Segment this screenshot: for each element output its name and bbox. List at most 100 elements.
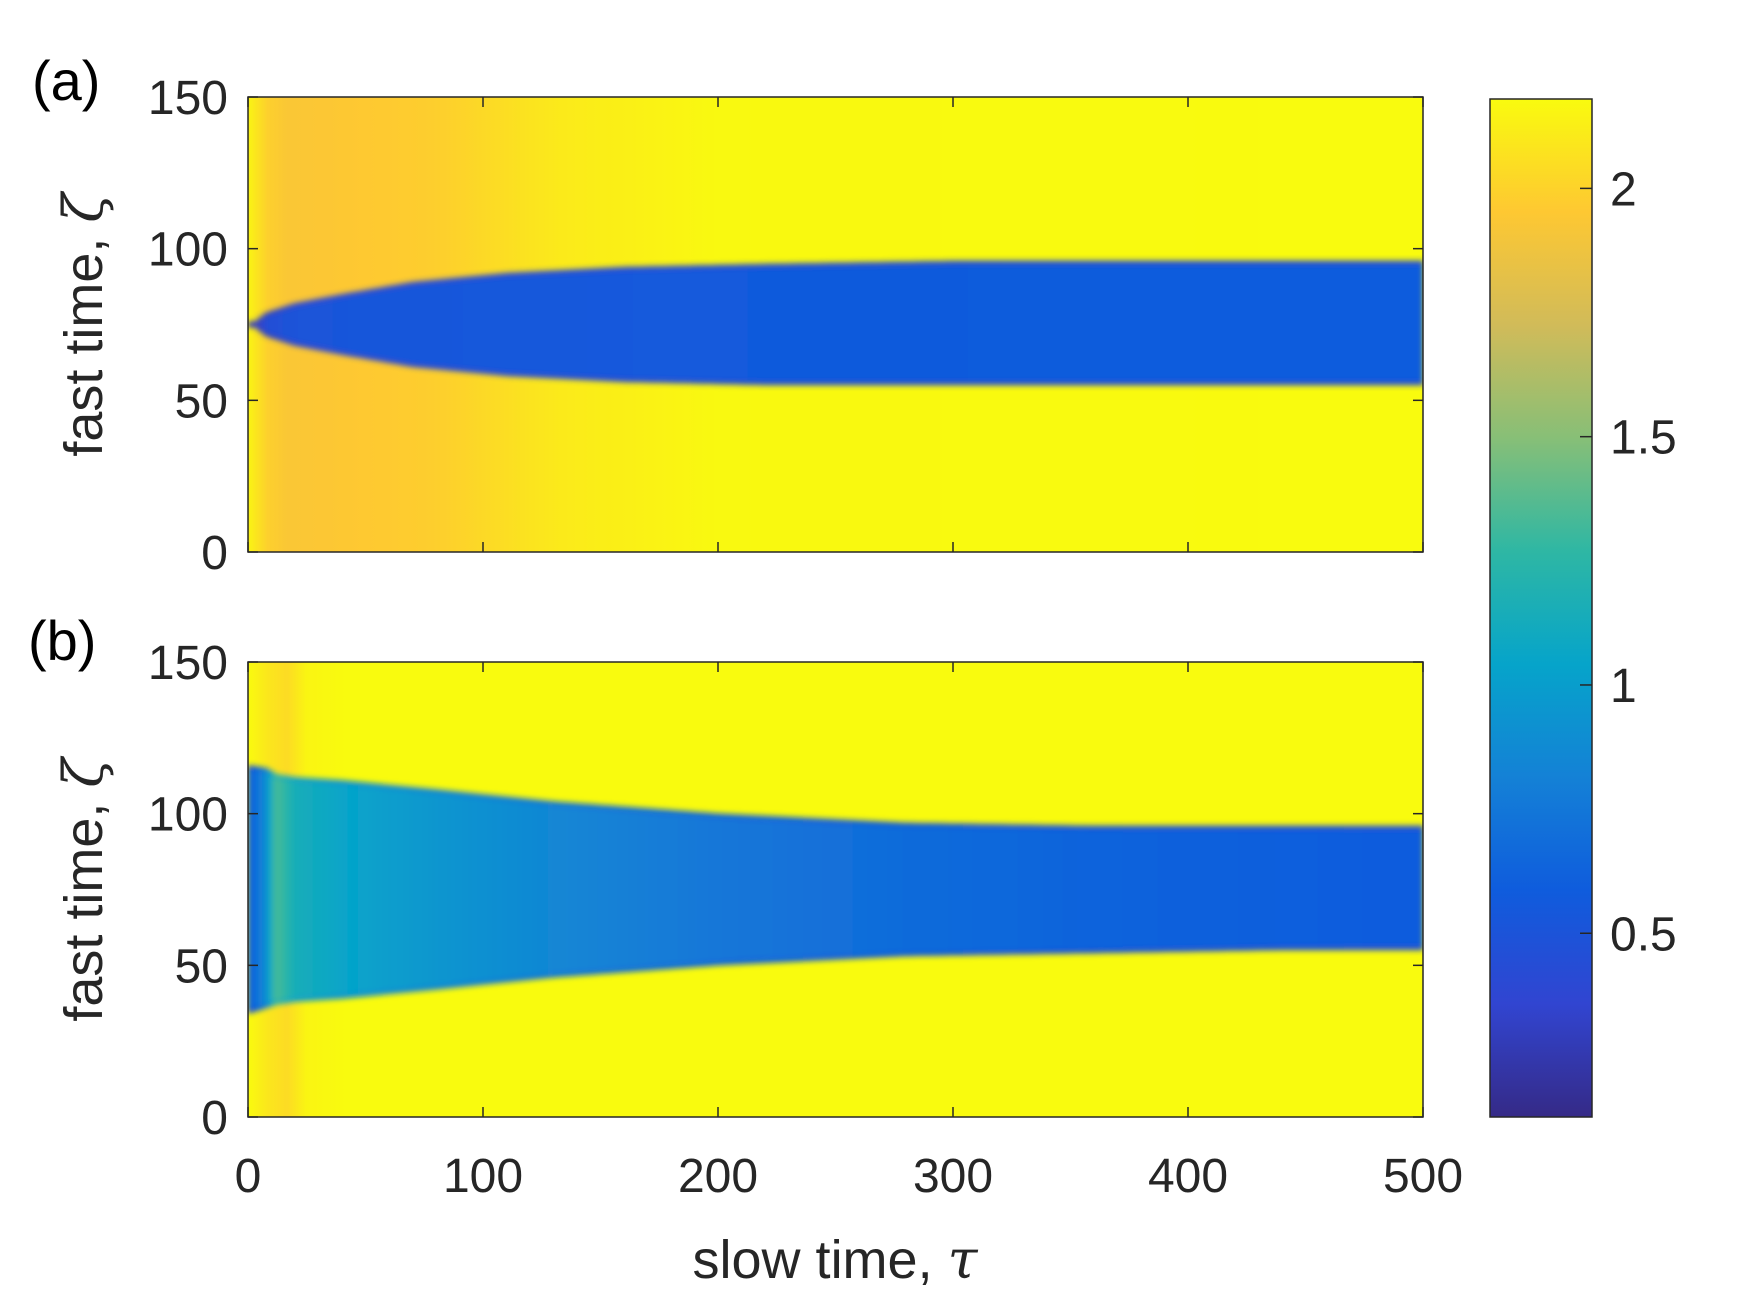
boundary-lower xyxy=(642,378,649,383)
boundary-lower xyxy=(402,988,409,993)
low-region-strip xyxy=(437,789,444,990)
boundary-lower xyxy=(1332,381,1339,386)
low-region-strip xyxy=(1002,260,1009,386)
boundary-lower xyxy=(957,381,964,386)
boundary-lower xyxy=(967,381,974,386)
low-region-strip xyxy=(597,268,604,381)
boundary-lower xyxy=(1267,946,1274,951)
boundary-upper xyxy=(562,802,569,807)
low-region-strip xyxy=(1287,825,1294,951)
boundary-upper xyxy=(817,262,824,267)
x-ticks-b: 0 100 200 300 400 500 xyxy=(235,1150,1463,1203)
boundary-lower xyxy=(692,962,699,967)
low-region-strip xyxy=(1052,825,1059,954)
boundary-lower xyxy=(627,967,634,972)
boundary-upper xyxy=(1287,825,1294,830)
low-region-strip xyxy=(1072,825,1079,954)
boundary-upper xyxy=(937,823,944,828)
boundary-upper xyxy=(1162,260,1169,265)
boundary-upper xyxy=(1407,260,1414,265)
low-region-strip xyxy=(877,821,884,958)
boundary-lower xyxy=(1407,381,1414,386)
boundary-lower xyxy=(612,968,619,973)
boundary-lower xyxy=(802,381,809,386)
boundary-upper xyxy=(657,266,664,271)
boundary-lower xyxy=(887,952,894,957)
boundary-upper xyxy=(687,811,694,816)
low-region-strip xyxy=(647,808,654,971)
boundary-upper xyxy=(427,280,434,285)
low-region-strip xyxy=(602,805,609,974)
boundary-lower xyxy=(1022,950,1029,955)
boundary-lower xyxy=(442,366,449,371)
boundary-lower xyxy=(1212,381,1219,386)
boundary-lower xyxy=(1017,950,1024,955)
low-region-strip xyxy=(1217,825,1224,952)
boundary-upper xyxy=(882,261,889,266)
boundary-upper xyxy=(1137,260,1144,265)
boundary-lower xyxy=(1117,381,1124,386)
low-region-strip xyxy=(657,809,664,970)
boundary-upper xyxy=(1217,825,1224,830)
boundary-upper xyxy=(1312,260,1319,265)
low-region-strip xyxy=(1232,260,1239,386)
low-region-strip xyxy=(742,264,749,385)
boundary-lower xyxy=(787,381,794,386)
boundary-lower xyxy=(872,381,879,386)
boundary-lower xyxy=(1192,947,1199,952)
low-region-strip xyxy=(1157,825,1164,953)
low-region-strip xyxy=(717,264,724,385)
boundary-lower xyxy=(832,381,839,386)
boundary-lower xyxy=(1257,946,1264,951)
boundary-upper xyxy=(1082,260,1089,265)
low-region-strip xyxy=(1332,825,1339,951)
boundary-upper xyxy=(1232,260,1239,265)
boundary-upper xyxy=(862,820,869,825)
boundary-lower xyxy=(1107,381,1114,386)
boundary-upper xyxy=(1127,825,1134,830)
boundary-lower xyxy=(1187,947,1194,952)
boundary-lower xyxy=(552,973,559,978)
low-region-strip xyxy=(282,775,289,1004)
low-region-strip xyxy=(832,819,839,960)
boundary-lower xyxy=(1207,381,1214,386)
low-region-strip xyxy=(807,263,814,386)
boundary-upper xyxy=(1377,825,1384,830)
boundary-upper xyxy=(337,780,344,785)
low-region-strip xyxy=(1237,260,1244,386)
low-region-strip xyxy=(642,808,649,971)
low-region-strip xyxy=(1172,825,1179,952)
boundary-lower xyxy=(1122,381,1129,386)
boundary-upper xyxy=(1162,825,1169,830)
boundary-upper xyxy=(1017,260,1024,265)
low-region-strip xyxy=(307,300,314,349)
boundary-upper xyxy=(887,261,894,266)
boundary-upper xyxy=(1337,260,1344,265)
boundary-upper xyxy=(607,267,614,272)
boundary-upper xyxy=(927,261,934,266)
low-region-strip xyxy=(1132,260,1139,386)
boundary-lower xyxy=(1337,381,1344,386)
low-region-strip xyxy=(272,309,279,340)
boundary-upper xyxy=(597,268,604,273)
boundary-lower xyxy=(747,959,754,964)
low-region-strip xyxy=(692,265,699,384)
low-region-strip xyxy=(257,767,264,1010)
low-region-strip xyxy=(1207,260,1214,386)
boundary-lower xyxy=(512,977,519,982)
boundary-upper xyxy=(322,779,329,784)
colorbar-tick-label: 2 xyxy=(1610,163,1637,216)
boundary-lower xyxy=(512,372,519,377)
low-region-strip xyxy=(1337,260,1344,386)
boundary-lower xyxy=(622,968,629,973)
boundary-upper xyxy=(1297,825,1304,830)
boundary-lower xyxy=(797,381,804,386)
low-region-strip xyxy=(422,788,429,991)
boundary-upper xyxy=(697,812,704,817)
low-region-strip xyxy=(682,811,689,968)
boundary-upper xyxy=(542,800,549,805)
boundary-lower xyxy=(317,346,324,351)
boundary-upper xyxy=(582,803,589,808)
boundary-lower xyxy=(1032,381,1039,386)
boundary-upper xyxy=(382,286,389,291)
